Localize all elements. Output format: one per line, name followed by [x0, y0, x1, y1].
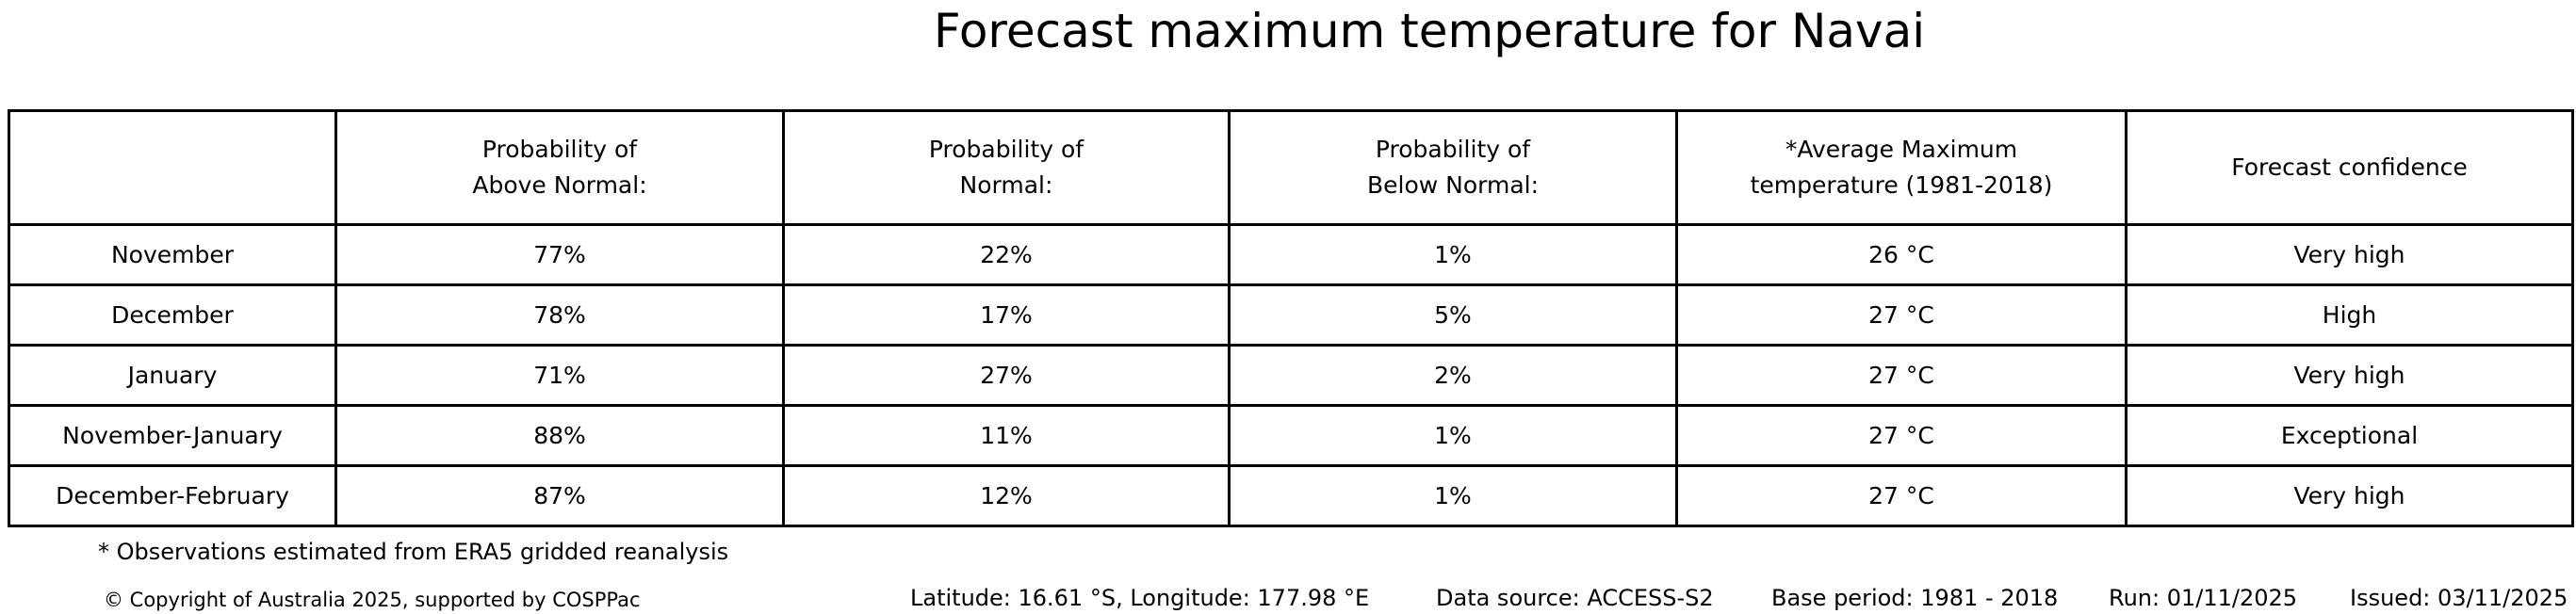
cell-forecast-confidence: Very high — [2125, 344, 2574, 407]
cell-average-max-temperature: 27 °C — [1675, 283, 2128, 347]
cell-prob-below-normal: 1% — [1228, 464, 1678, 527]
footnote-text: * Observations estimated from ERA5 gridd… — [98, 539, 729, 565]
cell-prob-above-normal: 77% — [334, 223, 785, 286]
page-title: Forecast maximum temperature for Navai — [933, 4, 1926, 58]
cell-average-max-temperature: 27 °C — [1675, 464, 2128, 527]
cell-forecast-confidence: Exceptional — [2125, 404, 2574, 467]
table-row-december-february: December-February 87% 12% 1% 27 °C Very … — [8, 464, 2574, 527]
table-corner-blank — [8, 109, 337, 226]
header-forecast-confidence: Forecast confidence — [2125, 109, 2574, 226]
data-source-text: Data source: ACCESS-S2 — [1436, 585, 1714, 611]
cell-prob-normal: 27% — [782, 344, 1231, 407]
row-label: December-February — [8, 464, 337, 527]
cell-average-max-temperature: 26 °C — [1675, 223, 2128, 286]
cell-prob-normal: 17% — [782, 283, 1231, 347]
cell-prob-below-normal: 1% — [1228, 223, 1678, 286]
table-row-november: November 77% 22% 1% 26 °C Very high — [8, 223, 2574, 286]
location-text: Latitude: 16.61 °S, Longitude: 177.98 °E — [910, 585, 1370, 611]
row-label: January — [8, 344, 337, 407]
cell-average-max-temperature: 27 °C — [1675, 404, 2128, 467]
cell-prob-normal: 22% — [782, 223, 1231, 286]
cell-forecast-confidence: Very high — [2125, 223, 2574, 286]
cell-prob-above-normal: 71% — [334, 344, 785, 407]
copyright-text: © Copyright of Australia 2025, supported… — [104, 589, 641, 611]
cell-forecast-confidence: High — [2125, 283, 2574, 347]
base-period-text: Base period: 1981 - 2018 — [1771, 585, 2059, 611]
cell-average-max-temperature: 27 °C — [1675, 344, 2128, 407]
table-row-january: January 71% 27% 2% 27 °C Very high — [8, 344, 2574, 407]
row-label: November — [8, 223, 337, 286]
cell-prob-above-normal: 78% — [334, 283, 785, 347]
run-date-text: Run: 01/11/2025 — [2109, 585, 2298, 611]
header-prob-below-normal: Probability of Below Normal: — [1228, 109, 1678, 226]
row-label: November-January — [8, 404, 337, 467]
cell-prob-normal: 11% — [782, 404, 1231, 467]
forecast-table: Probability of Above Normal: Probability… — [8, 109, 2574, 527]
cell-forecast-confidence: Very high — [2125, 464, 2574, 527]
cell-prob-below-normal: 1% — [1228, 404, 1678, 467]
header-prob-above-normal: Probability of Above Normal: — [334, 109, 785, 226]
table-row-december: December 78% 17% 5% 27 °C High — [8, 283, 2574, 347]
table-row-november-january: November-January 88% 11% 1% 27 °C Except… — [8, 404, 2574, 467]
cell-prob-normal: 12% — [782, 464, 1231, 527]
row-label: December — [8, 283, 337, 347]
header-prob-normal: Probability of Normal: — [782, 109, 1231, 226]
issued-date-text: Issued: 03/11/2025 — [2350, 585, 2568, 611]
cell-prob-above-normal: 87% — [334, 464, 785, 527]
cell-prob-above-normal: 88% — [334, 404, 785, 467]
cell-prob-below-normal: 5% — [1228, 283, 1678, 347]
cell-prob-below-normal: 2% — [1228, 344, 1678, 407]
table-header-row: Probability of Above Normal: Probability… — [8, 109, 2574, 226]
header-average-max-temperature: *Average Maximum temperature (1981-2018) — [1675, 109, 2128, 226]
